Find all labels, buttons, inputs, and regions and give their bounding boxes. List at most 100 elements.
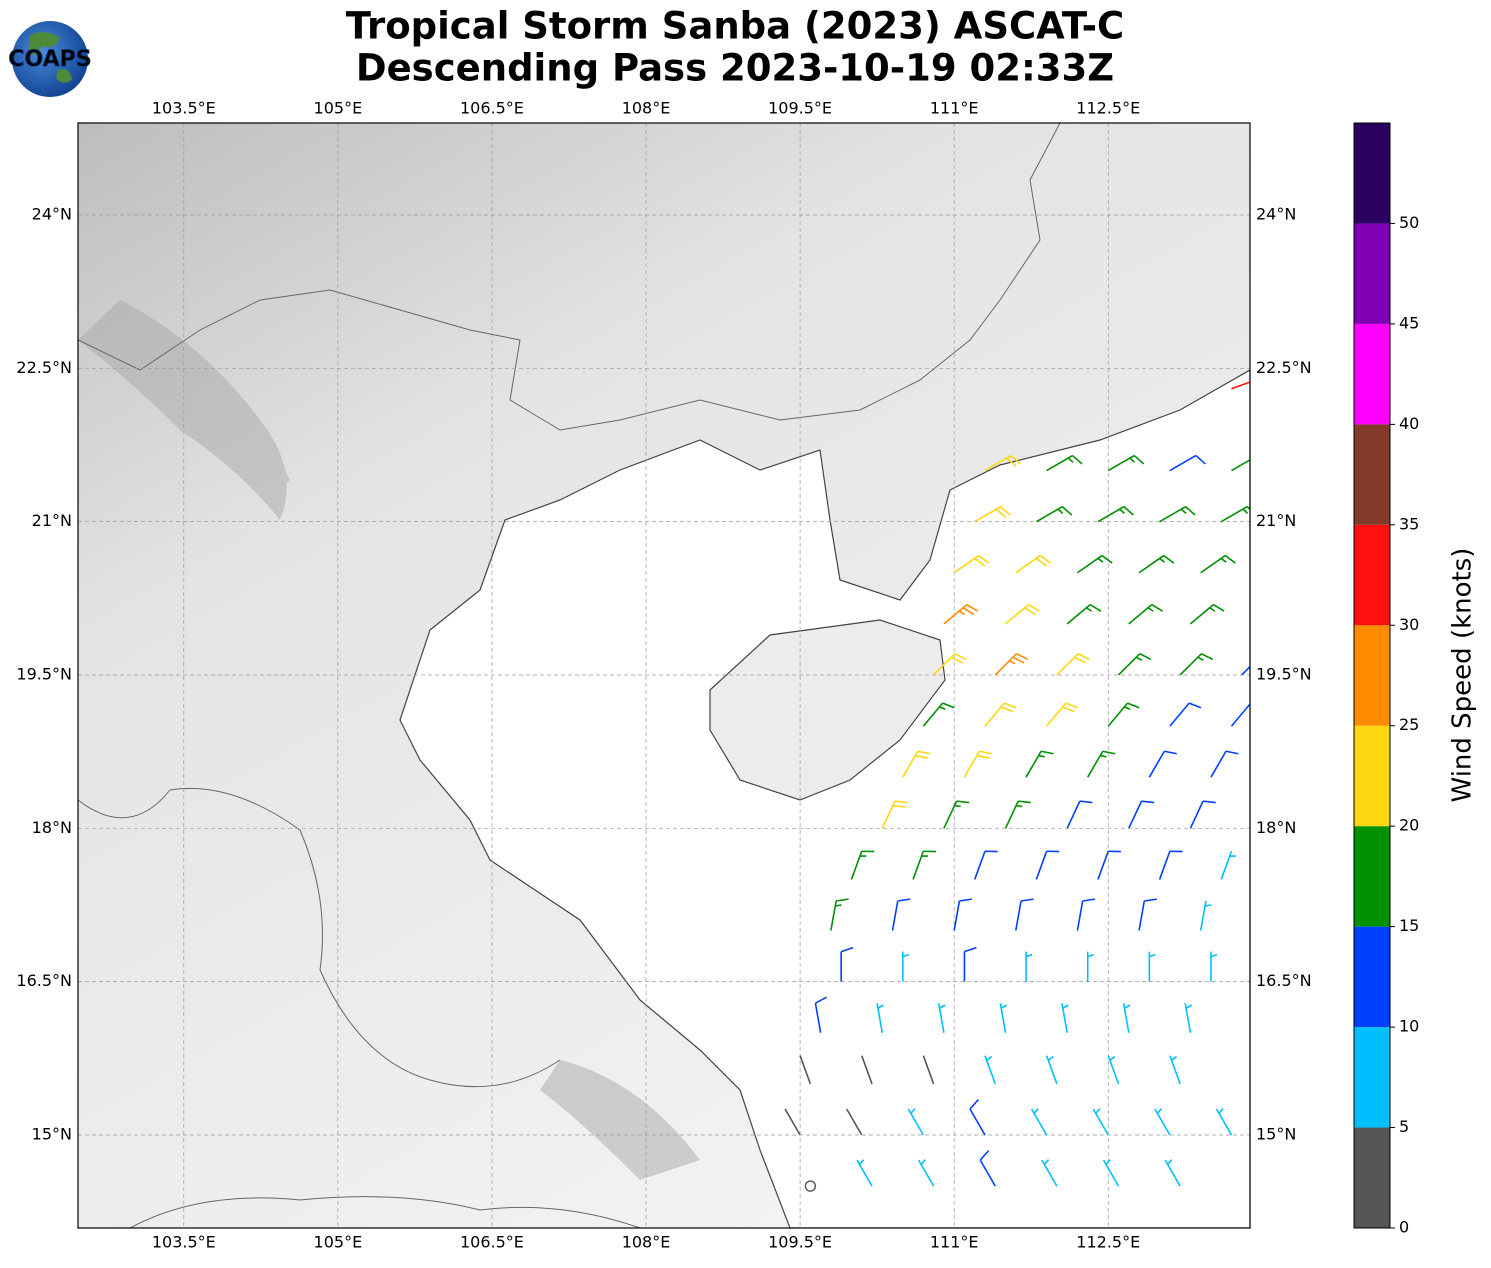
lon-tick-label: 105°E — [314, 1233, 363, 1252]
lat-tick-label: 18°N — [1256, 818, 1296, 837]
wind-barb — [1189, 800, 1216, 829]
colorbar-bin — [1354, 323, 1390, 425]
grid — [78, 123, 1250, 1228]
wind-barb — [1107, 702, 1140, 727]
wind-barb — [974, 505, 1011, 523]
wind-barb — [994, 653, 1029, 676]
wind-barb — [1179, 653, 1214, 676]
lat-tick-label: 22.5°N — [16, 358, 72, 377]
wind-barbs — [784, 381, 1250, 1192]
wind-barb — [1159, 505, 1196, 523]
wind-barb — [1086, 951, 1094, 982]
wind-barb — [1025, 951, 1033, 982]
terrain — [78, 300, 700, 1180]
title-line: Tropical Storm Sanba (2023) ASCAT-C — [346, 5, 1124, 48]
lat-tick-label: 24°N — [1256, 204, 1296, 223]
lon-tick-label: 109.5°E — [768, 99, 832, 118]
wind-barb — [1169, 702, 1202, 727]
lat-tick-label: 16.5°N — [16, 971, 72, 990]
lat-tick-label: 19.5°N — [1256, 664, 1312, 683]
sea — [399, 369, 1250, 1228]
wind-barb — [1004, 800, 1031, 829]
colorbar-tick-label: 45 — [1399, 313, 1419, 332]
colorbar-frame — [1353, 122, 1391, 1229]
lat-tick-label: 19.5°N — [16, 664, 72, 683]
wind-barb — [840, 946, 854, 982]
wind-barb — [1154, 1108, 1171, 1136]
wind-barb — [1241, 665, 1250, 676]
wind-barb — [953, 898, 973, 931]
wind-barb — [1138, 554, 1175, 574]
wind-barb — [963, 946, 977, 982]
lat-tick-label: 16.5°N — [1256, 971, 1312, 990]
wind-barb — [1045, 1055, 1058, 1085]
wind-barb — [953, 554, 990, 574]
wind-barb — [912, 850, 937, 880]
logo: COAPS — [8, 21, 92, 97]
colorbar-tick-label: 10 — [1399, 1017, 1419, 1036]
wind-barb — [969, 1098, 986, 1136]
wind-barb — [891, 898, 911, 931]
lon-tick-label: 111°E — [930, 1233, 979, 1252]
hainan-island — [709, 619, 946, 801]
lon-tick-label: 112.5°E — [1076, 1233, 1140, 1252]
wind-barb — [907, 1108, 925, 1136]
calm-barb — [804, 1180, 817, 1192]
colorbar-bin — [1354, 223, 1390, 324]
wind-barb — [1107, 454, 1145, 472]
lon-tick-label: 106.5°E — [460, 99, 524, 118]
lon-tick-label: 108°E — [622, 1233, 671, 1252]
wind-barb — [933, 653, 967, 676]
wind-barb — [902, 750, 931, 778]
wind-barb — [1231, 381, 1250, 390]
wind-barb — [1215, 1108, 1233, 1136]
wind-barb — [1035, 505, 1073, 523]
wind-barb — [1200, 554, 1236, 574]
wind-barb — [984, 1055, 997, 1085]
wind-barb — [881, 800, 908, 829]
colorbar-tick-label: 35 — [1399, 514, 1419, 533]
wind-barb — [963, 750, 992, 778]
wind-barb — [1199, 900, 1212, 931]
colorbar-bin — [1354, 826, 1390, 927]
wind-barb — [1046, 454, 1083, 472]
wind-barb — [917, 1159, 935, 1187]
wind-barb — [1056, 653, 1090, 676]
colorbar: 0 5 10 15 20 25 30 35 40 45 50 — [1353, 122, 1419, 1237]
wind-barb — [1148, 951, 1156, 982]
wind-barb — [1087, 750, 1116, 778]
wind-barb — [1220, 505, 1250, 523]
colorbar-bin — [1354, 1127, 1390, 1228]
wind-barb — [1158, 850, 1183, 880]
wind-barb — [1117, 653, 1152, 676]
lon-tick-label: 108°E — [622, 99, 671, 118]
lon-tick-label: 103.5°E — [152, 1233, 216, 1252]
wind-barb — [979, 1150, 996, 1187]
colorbar-bin — [1354, 1027, 1390, 1128]
colorbar-bin — [1354, 725, 1390, 827]
wind-barb — [1005, 603, 1040, 625]
lon-tick-label: 109.5°E — [768, 1233, 832, 1252]
wind-barb — [1169, 1055, 1181, 1085]
wind-barb — [1092, 1108, 1109, 1136]
wind-barb — [1035, 850, 1060, 880]
colorbar-tick-label: 30 — [1399, 615, 1419, 634]
wind-barb — [1030, 1108, 1048, 1136]
wind-barb — [1138, 898, 1157, 931]
basemap — [78, 123, 1250, 1228]
colorbar-tick-label: 50 — [1399, 213, 1419, 232]
wind-barb — [984, 454, 1021, 472]
wind-barb — [1097, 505, 1134, 523]
wind-barb — [814, 996, 827, 1033]
colorbar-bin — [1354, 926, 1390, 1028]
colorbar-tick-label: 15 — [1399, 916, 1419, 935]
colorbar-tick-label: 0 — [1399, 1218, 1409, 1237]
wind-barb — [1046, 702, 1078, 727]
wind-barb — [1184, 1003, 1193, 1033]
wind-barb — [1164, 1159, 1181, 1187]
wind-barb — [973, 850, 998, 880]
wind-barb — [860, 1055, 873, 1085]
wind-barb — [1231, 458, 1250, 472]
lon-tick-label: 105°E — [314, 99, 363, 118]
